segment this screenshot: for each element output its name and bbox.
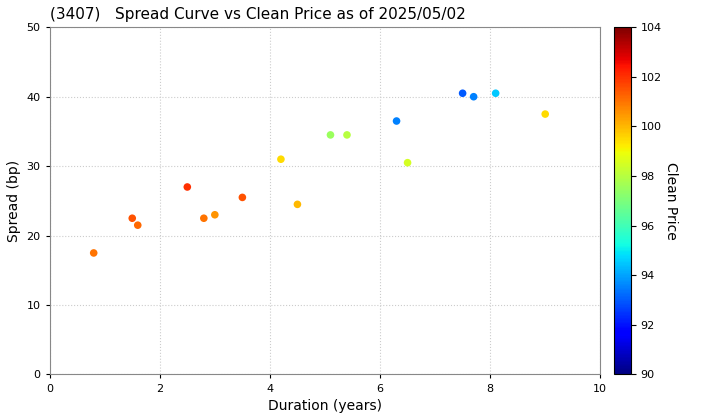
Point — [127, 215, 138, 222]
Y-axis label: Clean Price: Clean Price — [665, 162, 678, 240]
Point — [468, 93, 480, 100]
Point — [402, 159, 413, 166]
Point — [341, 131, 353, 138]
Point — [181, 184, 193, 190]
Point — [275, 156, 287, 163]
Point — [457, 90, 469, 97]
Point — [325, 131, 336, 138]
X-axis label: Duration (years): Duration (years) — [268, 399, 382, 413]
Point — [292, 201, 303, 208]
Point — [237, 194, 248, 201]
Point — [88, 249, 99, 256]
Point — [490, 90, 501, 97]
Point — [391, 118, 402, 124]
Point — [198, 215, 210, 222]
Point — [539, 111, 551, 118]
Point — [209, 211, 220, 218]
Text: (3407)   Spread Curve vs Clean Price as of 2025/05/02: (3407) Spread Curve vs Clean Price as of… — [50, 7, 465, 22]
Point — [132, 222, 143, 228]
Y-axis label: Spread (bp): Spread (bp) — [7, 160, 21, 242]
